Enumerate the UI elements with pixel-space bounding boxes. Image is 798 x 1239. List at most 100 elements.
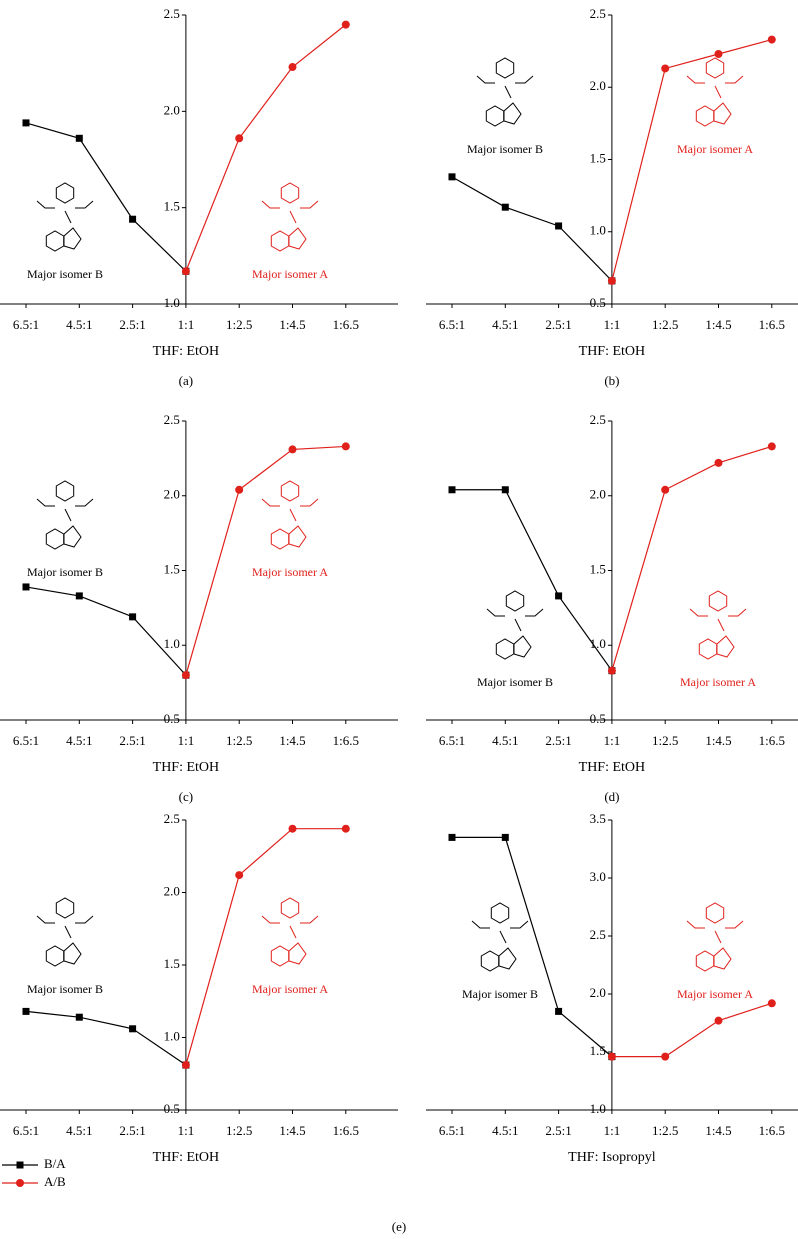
- y-tick-label: 2.0: [590, 487, 606, 502]
- bond: [261, 915, 280, 924]
- x-tick-label: 4.5:1: [492, 733, 518, 748]
- x-tick-label: 1:2.5: [226, 317, 252, 332]
- x-tick-label: 2.5:1: [119, 1123, 145, 1138]
- x-tick-label: 1:4.5: [705, 317, 731, 332]
- y-tick-label: 1.0: [164, 295, 180, 310]
- y-tick-label: 0.5: [590, 711, 606, 726]
- bond: [476, 75, 495, 84]
- series-line: [185, 828, 346, 1066]
- ring: [45, 945, 65, 967]
- bond: [686, 920, 705, 929]
- annotation: Major isomer A: [252, 982, 328, 996]
- y-tick-label: 1.5: [164, 956, 180, 971]
- ring: [698, 638, 718, 660]
- ring: [45, 528, 65, 550]
- point: [181, 267, 190, 276]
- point: [181, 1061, 190, 1070]
- ring: [45, 230, 65, 252]
- x-tick-label: 6.5:1: [439, 317, 465, 332]
- x-tick-label: 1:6.5: [333, 733, 359, 748]
- x-axis-label: THF: EtOH: [579, 344, 646, 359]
- caption: (e): [392, 1219, 406, 1234]
- point: [448, 173, 456, 181]
- x-tick-label: 2.5:1: [545, 317, 571, 332]
- point: [341, 20, 350, 29]
- series-line: [611, 445, 772, 671]
- y-tick-label: 1.5: [590, 561, 606, 576]
- y-tick-label: 3.5: [590, 811, 606, 826]
- point: [235, 134, 244, 143]
- bond: [728, 608, 747, 617]
- bond: [36, 498, 55, 507]
- x-tick-label: 6.5:1: [13, 1123, 39, 1138]
- bond: [717, 618, 725, 632]
- series-line: [25, 122, 187, 272]
- bond: [300, 498, 319, 507]
- bond: [289, 925, 297, 939]
- annotation: Major isomer A: [252, 565, 328, 579]
- annotation: Major isomer B: [477, 675, 553, 689]
- ring: [513, 635, 532, 658]
- bond: [686, 75, 705, 84]
- caption: (a): [179, 373, 193, 388]
- bond: [725, 75, 744, 84]
- annotation: Major isomer B: [462, 987, 538, 1001]
- ring: [288, 227, 307, 250]
- annotation: Major isomer B: [27, 982, 103, 996]
- point: [661, 1052, 670, 1061]
- series-line: [185, 24, 347, 272]
- y-tick-label: 1.5: [590, 1043, 606, 1058]
- x-tick-label: 1:6.5: [333, 1123, 359, 1138]
- x-tick-label: 1:1: [178, 733, 195, 748]
- x-axis-label: THF: EtOH: [153, 1150, 220, 1165]
- ring: [55, 182, 75, 204]
- x-tick-label: 1:2.5: [652, 1123, 678, 1138]
- ring: [705, 902, 725, 924]
- bond: [714, 930, 722, 944]
- ring: [480, 950, 500, 972]
- ring: [270, 945, 290, 967]
- y-tick-label: 0.5: [164, 711, 180, 726]
- point: [501, 203, 509, 211]
- caption: (d): [604, 789, 619, 804]
- ring: [505, 590, 525, 612]
- x-tick-label: 4.5:1: [492, 317, 518, 332]
- structure-icon: [471, 902, 529, 972]
- annotation: Major isomer B: [27, 267, 103, 281]
- y-tick-label: 2.0: [590, 78, 606, 93]
- bond: [486, 608, 505, 617]
- x-tick-label: 1:2.5: [226, 1123, 252, 1138]
- x-tick-label: 1:6.5: [759, 317, 785, 332]
- point: [288, 824, 297, 833]
- y-tick-label: 1.5: [164, 199, 180, 214]
- ring: [490, 902, 510, 924]
- y-tick-label: 2.0: [164, 102, 180, 117]
- series-line: [451, 176, 613, 282]
- ring: [708, 590, 728, 612]
- bond: [510, 920, 529, 929]
- bond: [714, 85, 722, 99]
- x-tick-label: 1:6.5: [759, 733, 785, 748]
- x-tick-label: 2.5:1: [119, 317, 145, 332]
- x-tick-label: 1:6.5: [759, 1123, 785, 1138]
- x-tick-label: 1:4.5: [705, 733, 731, 748]
- structure-icon: [686, 902, 744, 972]
- x-tick-label: 4.5:1: [492, 1123, 518, 1138]
- x-tick-label: 1:2.5: [226, 733, 252, 748]
- x-axis-label: THF: EtOH: [153, 344, 220, 359]
- y-tick-label: 2.5: [590, 412, 606, 427]
- point: [607, 276, 616, 285]
- y-tick-label: 1.0: [164, 1028, 180, 1043]
- annotation: Major isomer A: [677, 142, 753, 156]
- bond: [515, 75, 534, 84]
- point: [555, 222, 563, 230]
- x-tick-label: 4.5:1: [66, 1123, 92, 1138]
- ring: [280, 897, 300, 919]
- x-tick-label: 4.5:1: [66, 317, 92, 332]
- point: [501, 833, 509, 841]
- point: [555, 1007, 563, 1015]
- structure-icon: [261, 897, 319, 967]
- y-tick-label: 2.0: [164, 883, 180, 898]
- y-tick-label: 2.0: [164, 487, 180, 502]
- y-tick-label: 1.0: [590, 1101, 606, 1116]
